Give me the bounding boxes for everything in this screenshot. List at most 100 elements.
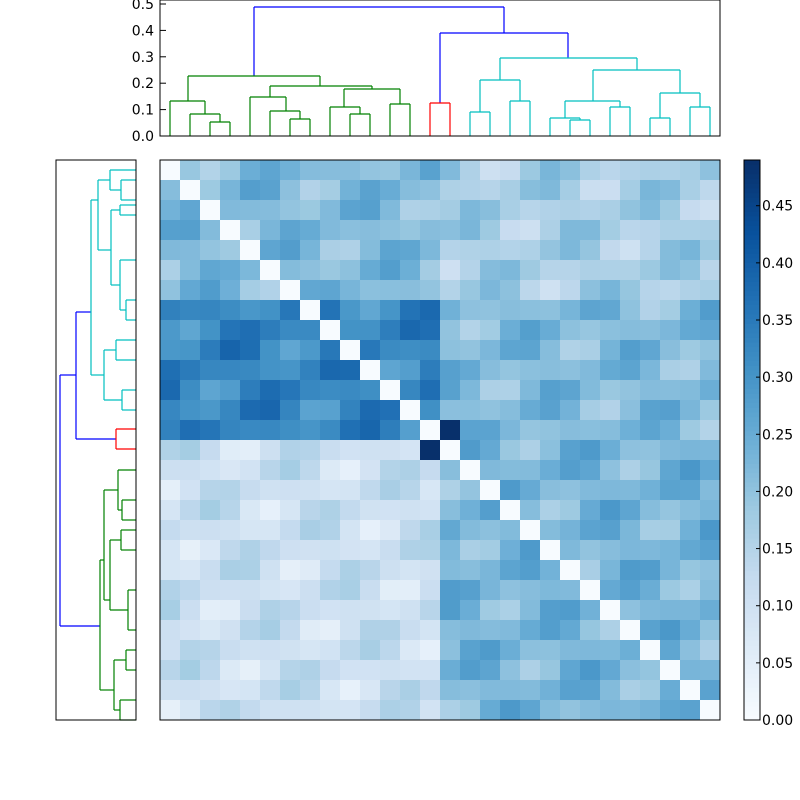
heatmap-cell [460,240,481,261]
heatmap-cell [500,580,521,601]
heatmap-cell [380,220,401,241]
heatmap-cell [540,640,561,661]
heatmap-cell [680,360,701,381]
heatmap-cell [160,400,181,421]
heatmap-cell [420,400,441,421]
heatmap-cell [680,500,701,521]
heatmap-cell [200,160,221,181]
heatmap-cell [340,300,361,321]
heatmap-cell [280,180,301,201]
heatmap-cell [220,300,241,321]
heatmap-cell [520,480,541,501]
heatmap-cell [660,220,681,241]
heatmap-cell [420,620,441,641]
heatmap-cell [200,560,221,581]
heatmap-cell [380,560,401,581]
heatmap-cell [260,180,281,201]
heatmap-cell [460,380,481,401]
heatmap-cell [320,700,341,721]
colorbar-step [744,617,760,623]
heatmap-cell [340,580,361,601]
colorbar-step [744,314,760,320]
heatmap-cell [620,160,641,181]
heatmap-cell [680,520,701,541]
heatmap-cell [680,700,701,721]
heatmap-cell [500,660,521,681]
colorbar-step [744,673,760,679]
colorbar-step [744,267,760,273]
heatmap-cell [260,380,281,401]
heatmap-cell [240,460,261,481]
heatmap-cell [540,700,561,721]
heatmap-cell [440,660,461,681]
heatmap-cell [440,440,461,461]
heatmap-cell [540,560,561,581]
heatmap-cell [280,440,301,461]
heatmap-cell [680,620,701,641]
heatmap-cell [460,580,481,601]
heatmap-cell [540,480,561,501]
heatmap-cell [280,360,301,381]
heatmap-cell [660,500,681,521]
heatmap-cell [440,220,461,241]
heatmap-cell [500,560,521,581]
heatmap-cell [500,640,521,661]
heatmap-cell [660,300,681,321]
heatmap-cell [620,280,641,301]
colorbar-step [744,370,760,376]
colorbar-step [744,360,760,366]
heatmap-cell [460,340,481,361]
heatmap-cell [500,460,521,481]
heatmap-cell [560,420,581,441]
heatmap-cell [260,220,281,241]
heatmap-cell [320,420,341,441]
heatmap-cell [280,580,301,601]
heatmap-cell [680,400,701,421]
heatmap-cell [300,300,321,321]
heatmap-cell [400,160,421,181]
heatmap-cell [160,700,181,721]
heatmap-cell [160,280,181,301]
heatmap-cell [580,240,601,261]
heatmap-cell [260,460,281,481]
heatmap-cell [240,660,261,681]
heatmap-cell [500,340,521,361]
heatmap-cell [540,340,561,361]
heatmap-cell [320,580,341,601]
heatmap-cell [180,340,201,361]
heatmap-cell [600,360,621,381]
heatmap-cell [520,540,541,561]
heatmap-frame [159,159,721,721]
heatmap-cell [640,480,661,501]
heatmap-cell [500,200,521,221]
heatmap-cell [260,700,281,721]
heatmap-cell [160,420,181,441]
heatmap-cell [320,560,341,581]
heatmap-cell [500,240,521,261]
heatmap-cell [200,540,221,561]
heatmap-cell [560,460,581,481]
heatmap-cell [500,700,521,721]
colorbar-step [744,547,760,553]
heatmap-cell [380,480,401,501]
heatmap-cell [340,280,361,301]
heatmap-cell [360,380,381,401]
heatmap-cell [480,540,501,561]
heatmap-cell [300,660,321,681]
heatmap-cell [380,200,401,221]
heatmap-cell [640,460,661,481]
heatmap-cell [440,320,461,341]
heatmap-cell [300,620,321,641]
heatmap-cell [380,420,401,441]
heatmap-cell [360,440,381,461]
heatmap-cell [620,500,641,521]
colorbar-step [744,435,760,441]
colorbar-step [744,407,760,413]
heatmap-cell [580,580,601,601]
top-y-tick-label: 0.2 [132,76,154,92]
heatmap-cell [380,680,401,701]
heatmap-cell [160,360,181,381]
colorbar-step [744,528,760,534]
heatmap-cell [640,580,661,601]
heatmap-cell [200,320,221,341]
